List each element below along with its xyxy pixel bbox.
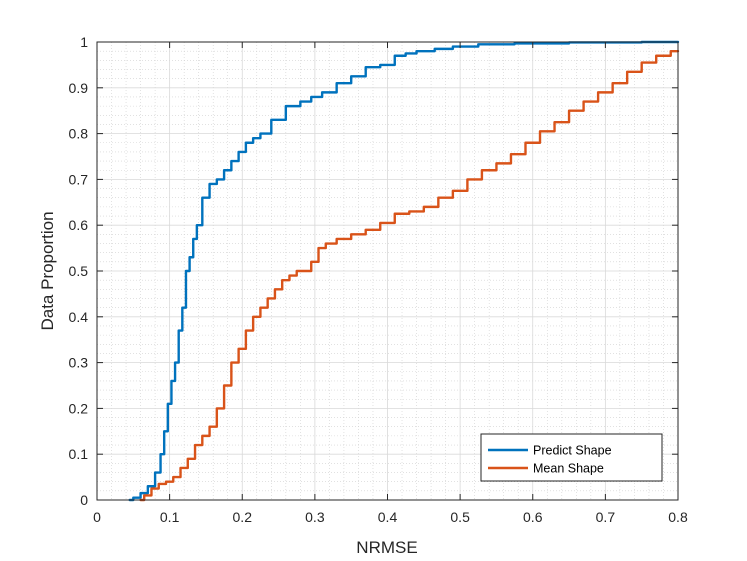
legend: Predict Shape Mean Shape xyxy=(480,433,663,482)
y-tick-label: 0.3 xyxy=(69,355,89,371)
x-tick-label: 0.8 xyxy=(668,509,688,525)
x-tick-label: 0.6 xyxy=(523,509,543,525)
y-tick-label: 0.1 xyxy=(69,446,89,462)
y-axis-label: Data Proportion xyxy=(38,211,57,330)
x-tick-label: 0 xyxy=(93,509,101,525)
series-line-predict-shape xyxy=(128,40,680,502)
y-tick-label: 0.2 xyxy=(69,400,89,416)
x-axis-label: NRMSE xyxy=(356,538,417,557)
x-tick-label: 0.5 xyxy=(450,509,470,525)
y-tick-label: 0.7 xyxy=(69,171,89,187)
x-tick-labels: 0 0.1 0.2 0.3 0.4 0.5 0.6 0.7 0.8 xyxy=(93,509,688,525)
y-tick-label: 0.4 xyxy=(69,309,89,325)
y-tick-label: 0.9 xyxy=(69,80,89,96)
tick-marks xyxy=(96,41,679,501)
y-tick-label: 0.8 xyxy=(69,126,89,142)
y-tick-label: 0.6 xyxy=(69,217,89,233)
y-tick-label: 0.5 xyxy=(69,263,89,279)
x-tick-label: 0.2 xyxy=(233,509,253,525)
major-grid xyxy=(97,42,678,500)
x-tick-label: 0.7 xyxy=(596,509,616,525)
y-tick-labels: 0 0.1 0.2 0.3 0.4 0.5 0.6 0.7 0.8 0.9 1 xyxy=(69,34,89,508)
y-tick-label: 0 xyxy=(80,492,88,508)
y-tick-label: 1 xyxy=(80,34,88,50)
x-tick-label: 0.1 xyxy=(160,509,180,525)
x-tick-label: 0.4 xyxy=(378,509,398,525)
legend-box xyxy=(480,433,663,482)
x-tick-label: 0.3 xyxy=(305,509,325,525)
series-layer xyxy=(128,40,680,502)
legend-label-predict-shape: Predict Shape xyxy=(533,444,612,458)
series-line-mean-shape xyxy=(139,49,680,502)
legend-label-mean-shape: Mean Shape xyxy=(533,462,604,476)
